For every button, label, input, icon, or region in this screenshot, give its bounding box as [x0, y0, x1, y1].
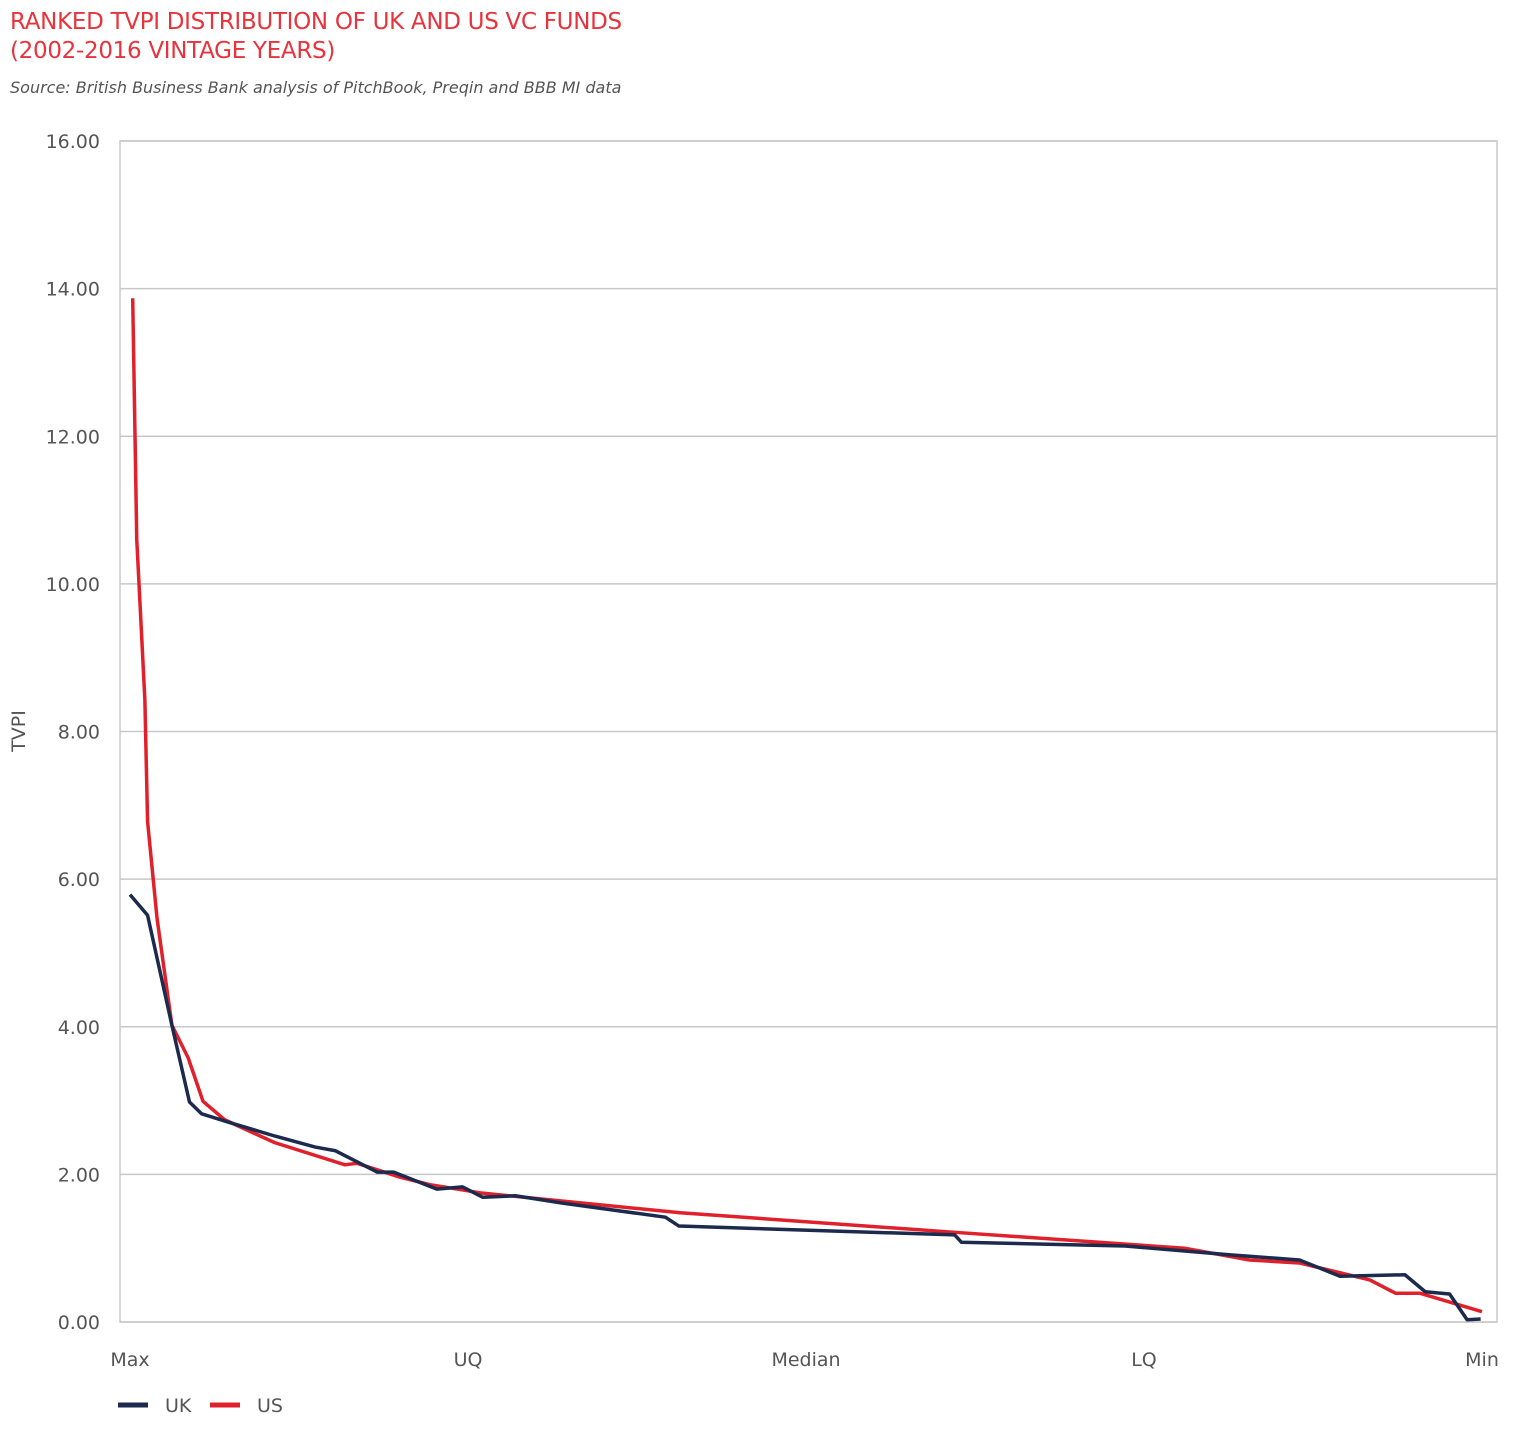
- y-tick-label: 6.00: [58, 869, 100, 891]
- y-tick-label: 12.00: [46, 426, 100, 448]
- x-tick-label: Max: [110, 1349, 149, 1371]
- series-line-us: [130, 298, 1483, 1314]
- title-line-1: RANKED TVPI DISTRIBUTION OF UK AND US VC…: [10, 9, 622, 35]
- y-axis-label: TVPI: [8, 710, 30, 753]
- x-tick-label: Min: [1465, 1349, 1499, 1371]
- legend-label-uk: UK: [165, 1395, 192, 1417]
- y-tick-label: 8.00: [58, 722, 100, 744]
- y-tick-label: 4.00: [58, 1017, 100, 1039]
- series-line-uk: [128, 893, 1481, 1322]
- y-tick-label: 2.00: [58, 1164, 100, 1186]
- x-tick-label: LQ: [1131, 1349, 1157, 1371]
- chart-source: Source: British Business Bank analysis o…: [10, 78, 622, 97]
- x-tick-label: UQ: [454, 1349, 483, 1371]
- chart-title: RANKED TVPI DISTRIBUTION OF UK AND US VC…: [10, 8, 622, 66]
- y-tick-label: 0.00: [58, 1312, 100, 1334]
- legend-label-us: US: [257, 1395, 283, 1417]
- y-tick-label: 10.00: [46, 574, 100, 596]
- y-tick-label: 14.00: [46, 279, 100, 301]
- x-tick-label: Median: [771, 1349, 840, 1371]
- title-line-2: (2002-2016 VINTAGE YEARS): [10, 38, 336, 64]
- y-tick-label: 16.00: [46, 131, 100, 153]
